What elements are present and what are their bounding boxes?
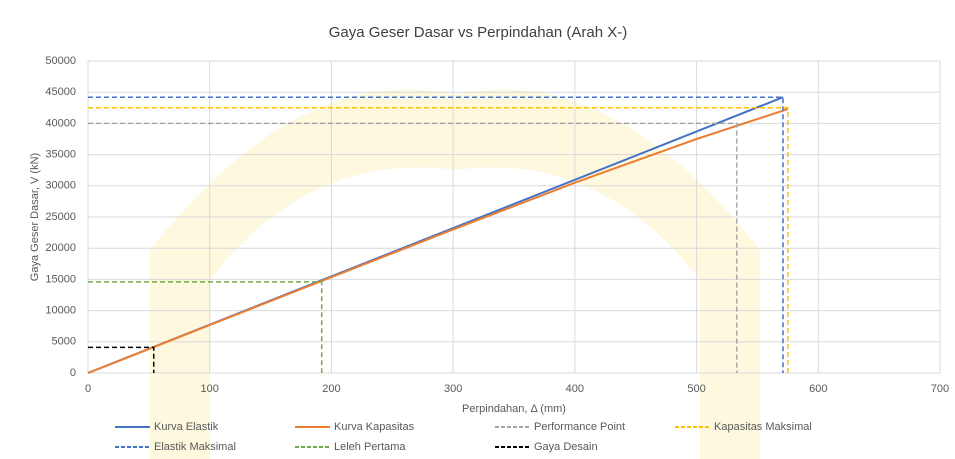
- y-tick-label: 30000: [45, 180, 76, 192]
- series-line: [88, 346, 155, 373]
- legend-label: Gaya Desain: [534, 441, 598, 453]
- legend-label: Elastik Maksimal: [154, 441, 236, 453]
- y-tick-label: 20000: [45, 242, 76, 254]
- y-tick-label: 25000: [45, 211, 76, 223]
- legend-label: Performance Point: [534, 421, 625, 433]
- legend-label: Kurva Kapasitas: [334, 421, 415, 433]
- series-line: [87, 108, 789, 374]
- y-tick-label: 35000: [45, 149, 76, 161]
- x-tick-label: 400: [566, 383, 584, 395]
- y-tick-label: 5000: [52, 336, 76, 348]
- x-tick-label: 200: [322, 383, 340, 395]
- x-tick-label: 500: [687, 383, 705, 395]
- x-tick-label: 700: [931, 383, 949, 395]
- y-tick-label: 10000: [45, 305, 76, 317]
- y-tick-label: 45000: [45, 86, 76, 98]
- series-line: [88, 281, 323, 373]
- y-tick-label: 40000: [45, 117, 76, 129]
- watermark: [150, 89, 760, 459]
- y-tick-label: 15000: [45, 273, 76, 285]
- x-tick-label: 100: [201, 383, 219, 395]
- series-line: [88, 107, 789, 373]
- x-tick-label: 600: [809, 383, 827, 395]
- legend-label: Kurva Elastik: [154, 421, 219, 433]
- chart-title: Gaya Geser Dasar vs Perpindahan (Arah X-…: [329, 24, 627, 41]
- series-line: [88, 122, 738, 373]
- legend-label: Kapasitas Maksimal: [714, 421, 812, 433]
- x-axis-label: Perpindahan, Δ (mm): [462, 403, 566, 415]
- x-tick-label: 0: [85, 383, 91, 395]
- x-tick-label: 300: [444, 383, 462, 395]
- y-tick-label: 50000: [45, 55, 76, 67]
- y-tick-label: 0: [70, 367, 76, 379]
- y-axis-label: Gaya Geser Dasar, V (kN): [29, 153, 41, 281]
- legend-label: Leleh Pertama: [334, 441, 406, 453]
